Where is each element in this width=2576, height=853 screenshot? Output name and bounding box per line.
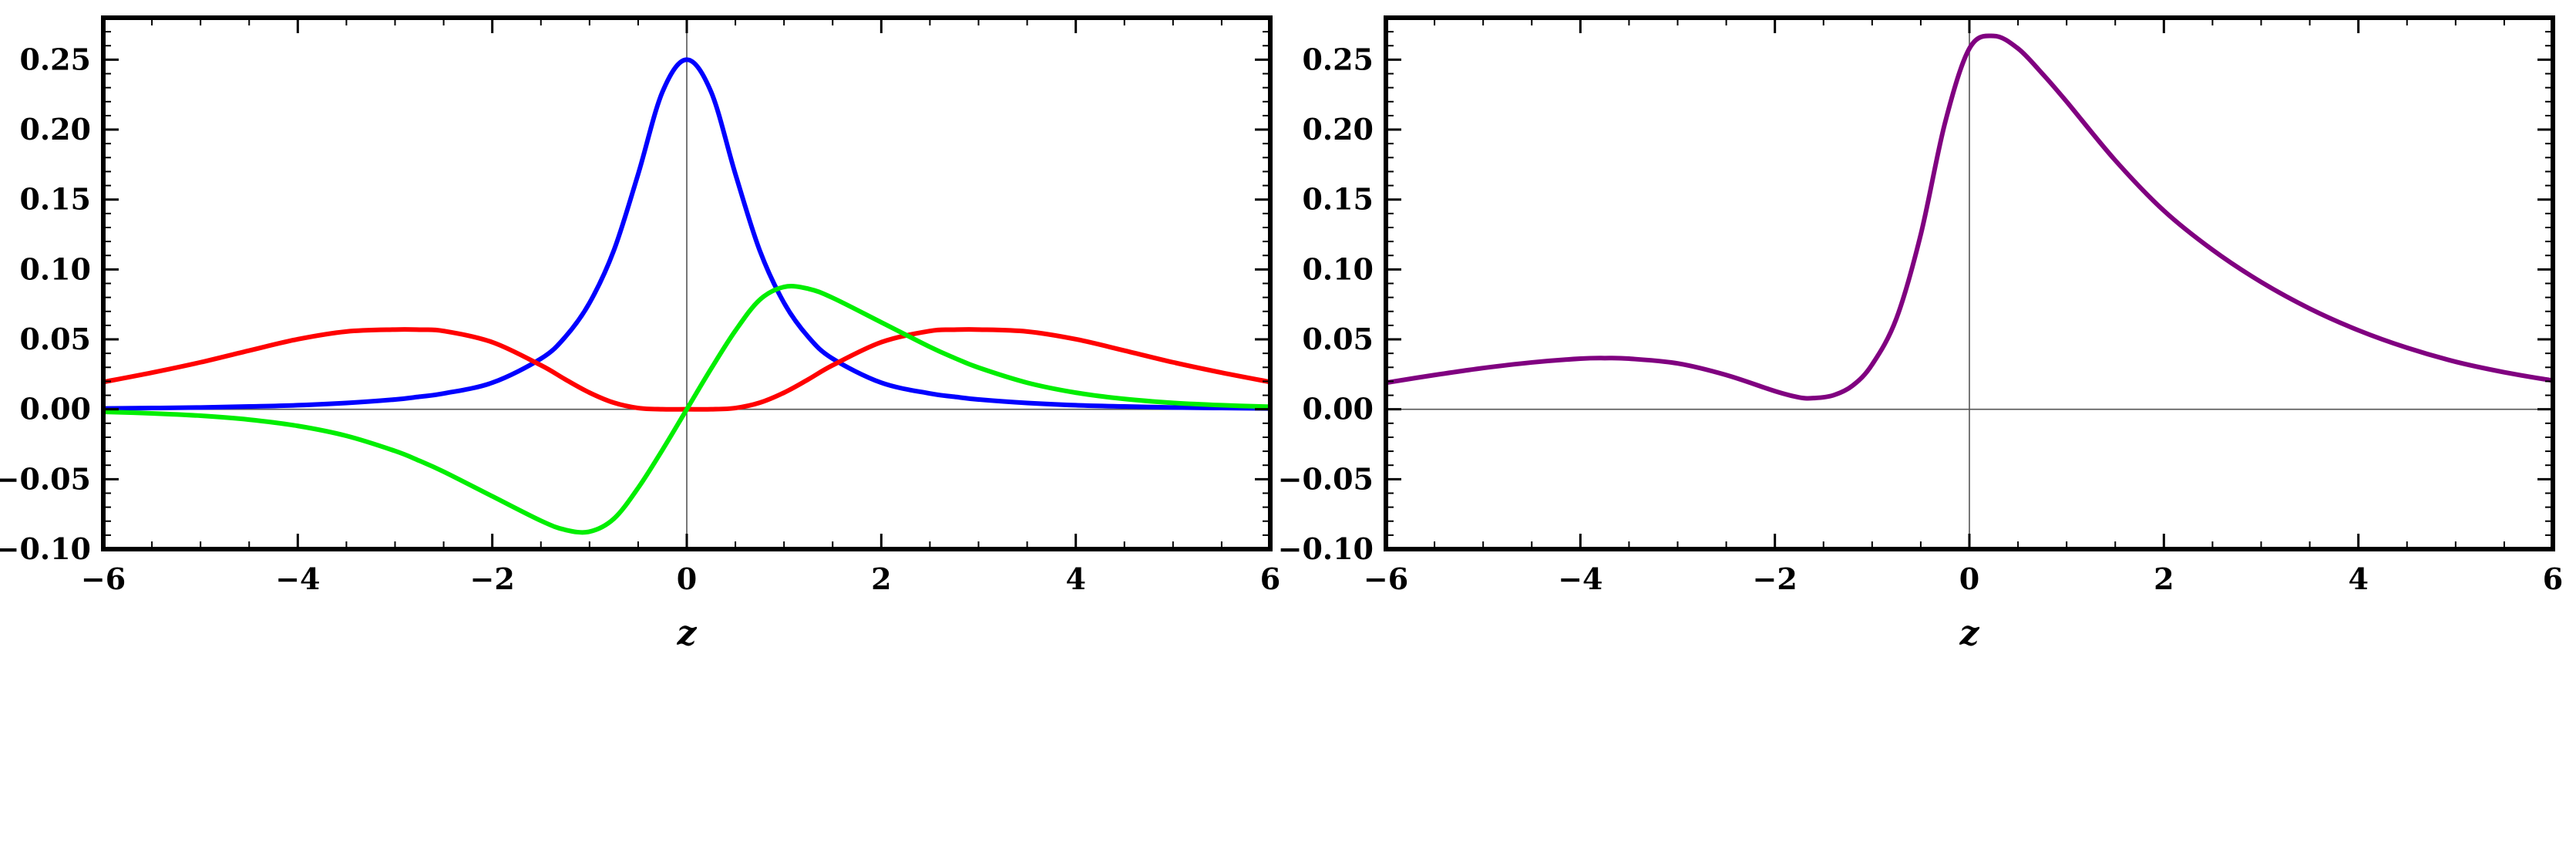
x-tick-label: 6 — [2543, 561, 2563, 596]
x-tick-label: −6 — [81, 561, 126, 596]
x-axis-title: z — [1959, 614, 1980, 653]
y-tick-label: 0.00 — [19, 392, 91, 426]
right-chart-panel: −6 −4 −2 0 2 4 6 −0.10 −0.05 0.00 0.05 0.10 0.15 0.20… — [1278, 15, 2563, 653]
y-tick-label: 0.20 — [19, 112, 91, 147]
y-tick-label: −0.05 — [1278, 461, 1374, 496]
series-line-0 — [1386, 33, 2553, 401]
x-tick-label: −2 — [470, 561, 515, 596]
y-tick-label: 0.10 — [1302, 251, 1374, 286]
y-tick-label: 0.15 — [19, 182, 91, 217]
y-tick-label: −0.10 — [0, 531, 91, 566]
y-tick-label: 0.00 — [1302, 392, 1374, 426]
y-tick-label: 0.25 — [19, 42, 91, 76]
x-tick-label: 2 — [2154, 561, 2174, 596]
x-tick-label: −4 — [275, 561, 320, 596]
y-tick-label: 0.15 — [1302, 182, 1374, 217]
left-chart-panel: −6 −4 −2 0 2 4 6 −0.10 −0.05 0.00 0.05 0.10 0.15 0.20… — [0, 15, 1280, 653]
y-tick-label: 0.10 — [19, 251, 91, 286]
y-tick-label: −0.10 — [1278, 531, 1374, 566]
series-line-0 — [103, 57, 1270, 411]
x-tick-label: 0 — [1959, 561, 1979, 596]
series-line-2 — [103, 284, 1270, 535]
x-axis-title: z — [677, 614, 698, 653]
x-tick-label: 2 — [871, 561, 891, 596]
x-tick-label: −2 — [1753, 561, 1797, 596]
y-tick-label: 0.05 — [1302, 322, 1374, 356]
y-tick-label: 0.20 — [1302, 112, 1374, 147]
x-tick-label: 6 — [1260, 561, 1280, 596]
x-tick-label: 0 — [677, 561, 697, 596]
y-tick-label: −0.05 — [0, 461, 91, 496]
x-tick-label: −6 — [1364, 561, 1408, 596]
y-tick-label: 0.05 — [19, 322, 91, 356]
y-tick-label: 0.25 — [1302, 42, 1374, 76]
x-tick-label: 4 — [2348, 561, 2368, 596]
x-tick-label: 4 — [1065, 561, 1085, 596]
x-tick-label: −4 — [1558, 561, 1602, 596]
